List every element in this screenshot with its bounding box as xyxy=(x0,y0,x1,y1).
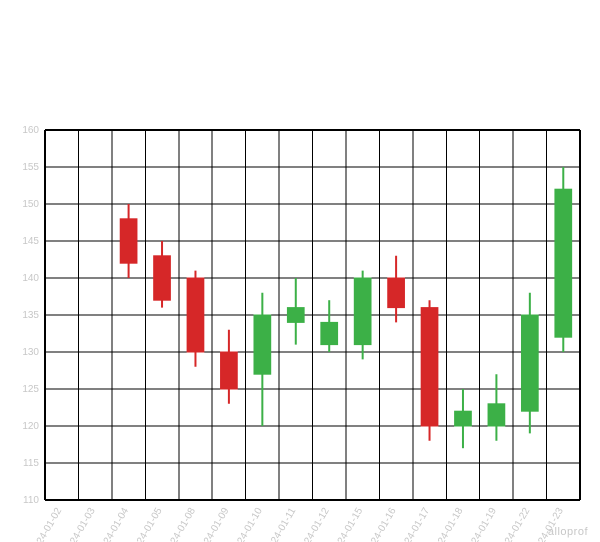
x-tick-label: 2024-01-05 xyxy=(130,506,165,542)
candlestick-chart: 110 115 120 125 130 135 140 145 150 155 160 2024-01… xyxy=(0,0,600,542)
x-tick-label: 2024-01-10 xyxy=(230,506,265,542)
y-tick-label: 115 xyxy=(23,458,39,469)
x-tick-label: 2024-01-12 xyxy=(297,506,332,542)
x-tick-label: 2024-01-08 xyxy=(163,506,198,542)
y-tick-label: 110 xyxy=(23,495,39,506)
x-tick-label: 2024-01-15 xyxy=(330,506,365,542)
y-tick-label: 155 xyxy=(22,162,39,173)
y-tick-label: 135 xyxy=(22,310,39,321)
candle-body xyxy=(120,219,137,263)
candle-body xyxy=(488,404,505,426)
x-tick-label: 2024-01-19 xyxy=(464,506,499,542)
x-tick-label: 2024-01-02 xyxy=(29,506,64,542)
candle-body xyxy=(287,308,304,323)
grid xyxy=(45,130,580,500)
x-tick-label: 2024-01-09 xyxy=(196,506,231,542)
y-tick-label: 125 xyxy=(22,384,39,395)
y-tick-label: 130 xyxy=(22,347,39,358)
x-tick-label: 2024-01-11 xyxy=(264,506,299,542)
x-tick-label: 2024-01-04 xyxy=(96,506,131,542)
candle-body xyxy=(354,278,371,345)
watermark: alloprof xyxy=(548,526,588,538)
candle-body xyxy=(221,352,238,389)
y-tick-label: 120 xyxy=(22,421,39,432)
y-tick-label: 145 xyxy=(22,236,39,247)
candle-body xyxy=(455,411,472,426)
chart-svg: 110 115 120 125 130 135 140 145 150 155 160 2024-01… xyxy=(0,0,600,542)
x-tick-label: 2024-01-17 xyxy=(397,506,432,542)
y-tick-label: 150 xyxy=(22,199,39,210)
y-tick-label: 140 xyxy=(22,273,39,284)
y-tick-label: 160 xyxy=(22,125,39,136)
candle-body xyxy=(421,308,438,426)
candle-body xyxy=(555,189,572,337)
x-tick-label: 2024-01-16 xyxy=(364,506,399,542)
candle-body xyxy=(388,278,405,308)
x-tick-label: 2024-01-22 xyxy=(497,506,532,542)
x-tick-label: 2024-01-18 xyxy=(430,506,465,542)
candle-body xyxy=(187,278,204,352)
candle-body xyxy=(521,315,538,411)
candle-body xyxy=(321,322,338,344)
candle-body xyxy=(254,315,271,374)
x-tick-label: 2024-01-03 xyxy=(63,506,98,542)
candle-body xyxy=(154,256,171,300)
